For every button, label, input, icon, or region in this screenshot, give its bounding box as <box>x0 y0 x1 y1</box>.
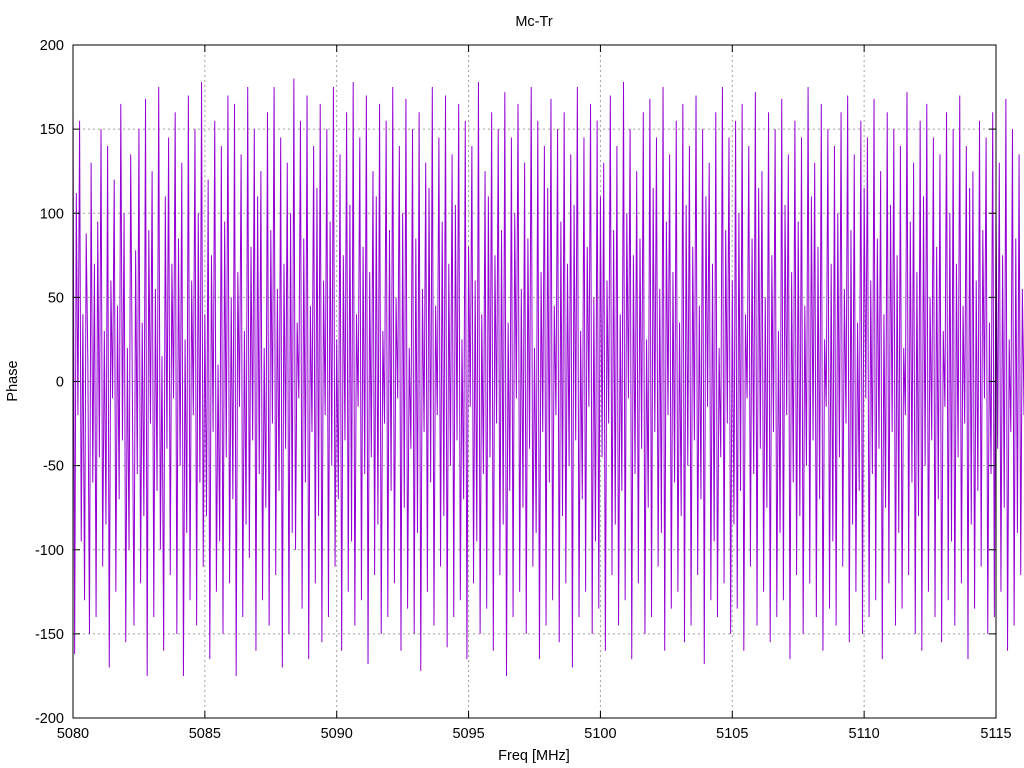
x-tick-label: 5105 <box>716 726 748 742</box>
y-tick-label: 100 <box>40 206 64 222</box>
y-tick-label: 50 <box>48 290 64 306</box>
x-tick-label: 5090 <box>321 726 353 742</box>
series-line <box>72 78 1024 676</box>
x-tick-label: 5085 <box>189 726 221 742</box>
y-axis-label: Phase <box>5 360 21 401</box>
tick-marks <box>72 44 997 719</box>
y-tick-label: -150 <box>35 627 64 643</box>
y-tick-labels: -200 -150 -100 -50 0 50 100 150 200 <box>35 38 64 727</box>
y-tick-label: 0 <box>56 375 64 391</box>
series-group <box>72 78 1024 676</box>
y-tick-label: -200 <box>35 711 64 727</box>
y-tick-label: -100 <box>35 543 64 559</box>
x-tick-label: 5115 <box>980 726 1011 742</box>
x-tick-label: 5110 <box>849 726 880 742</box>
y-tick-label: 200 <box>40 38 64 54</box>
y-tick-label: -50 <box>43 459 64 475</box>
chart-title: Mc-Tr <box>515 14 552 30</box>
x-tick-label: 5080 <box>57 726 89 742</box>
x-axis-label: Freq [MHz] <box>498 748 570 764</box>
x-tick-labels: 5080 5085 5090 5095 5100 5105 5110 5115 <box>57 726 1012 742</box>
x-tick-label: 5095 <box>452 726 484 742</box>
y-tick-label: 150 <box>40 122 64 138</box>
x-tick-label: 5100 <box>584 726 616 742</box>
